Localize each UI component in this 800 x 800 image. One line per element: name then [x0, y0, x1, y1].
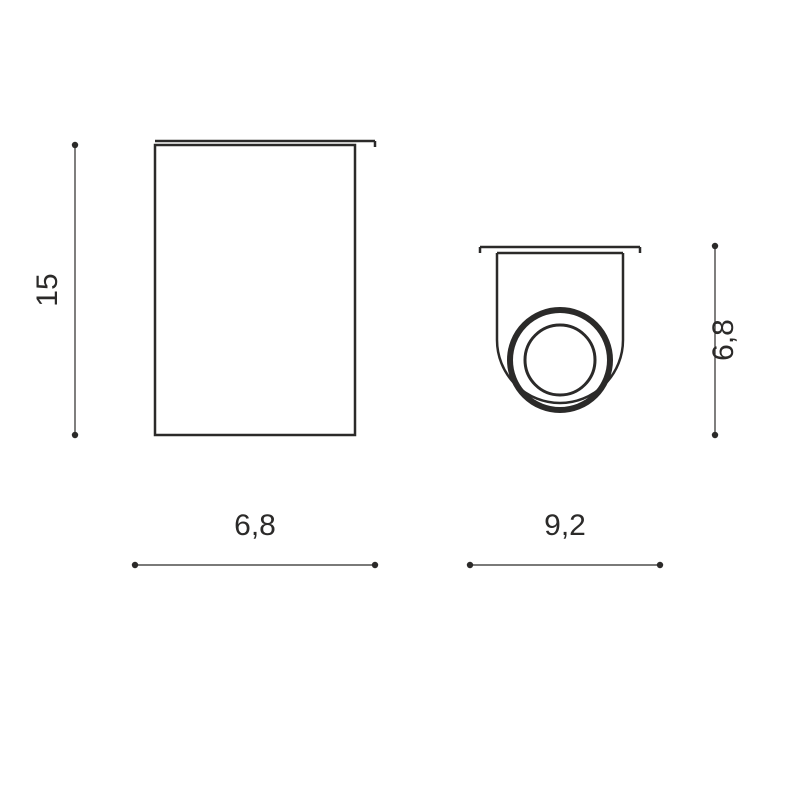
left-view: 156,8: [31, 141, 378, 568]
technical-drawing: 156,86,89,2: [0, 0, 800, 800]
dim-label-left-height: 15: [31, 273, 64, 306]
dim-label-right-height: 6,8: [707, 319, 740, 361]
dim-label-right-width: 9,2: [544, 509, 586, 542]
right-view: 6,8 9,2: [467, 243, 740, 568]
dim-label-left-width: 6,8: [234, 509, 276, 542]
